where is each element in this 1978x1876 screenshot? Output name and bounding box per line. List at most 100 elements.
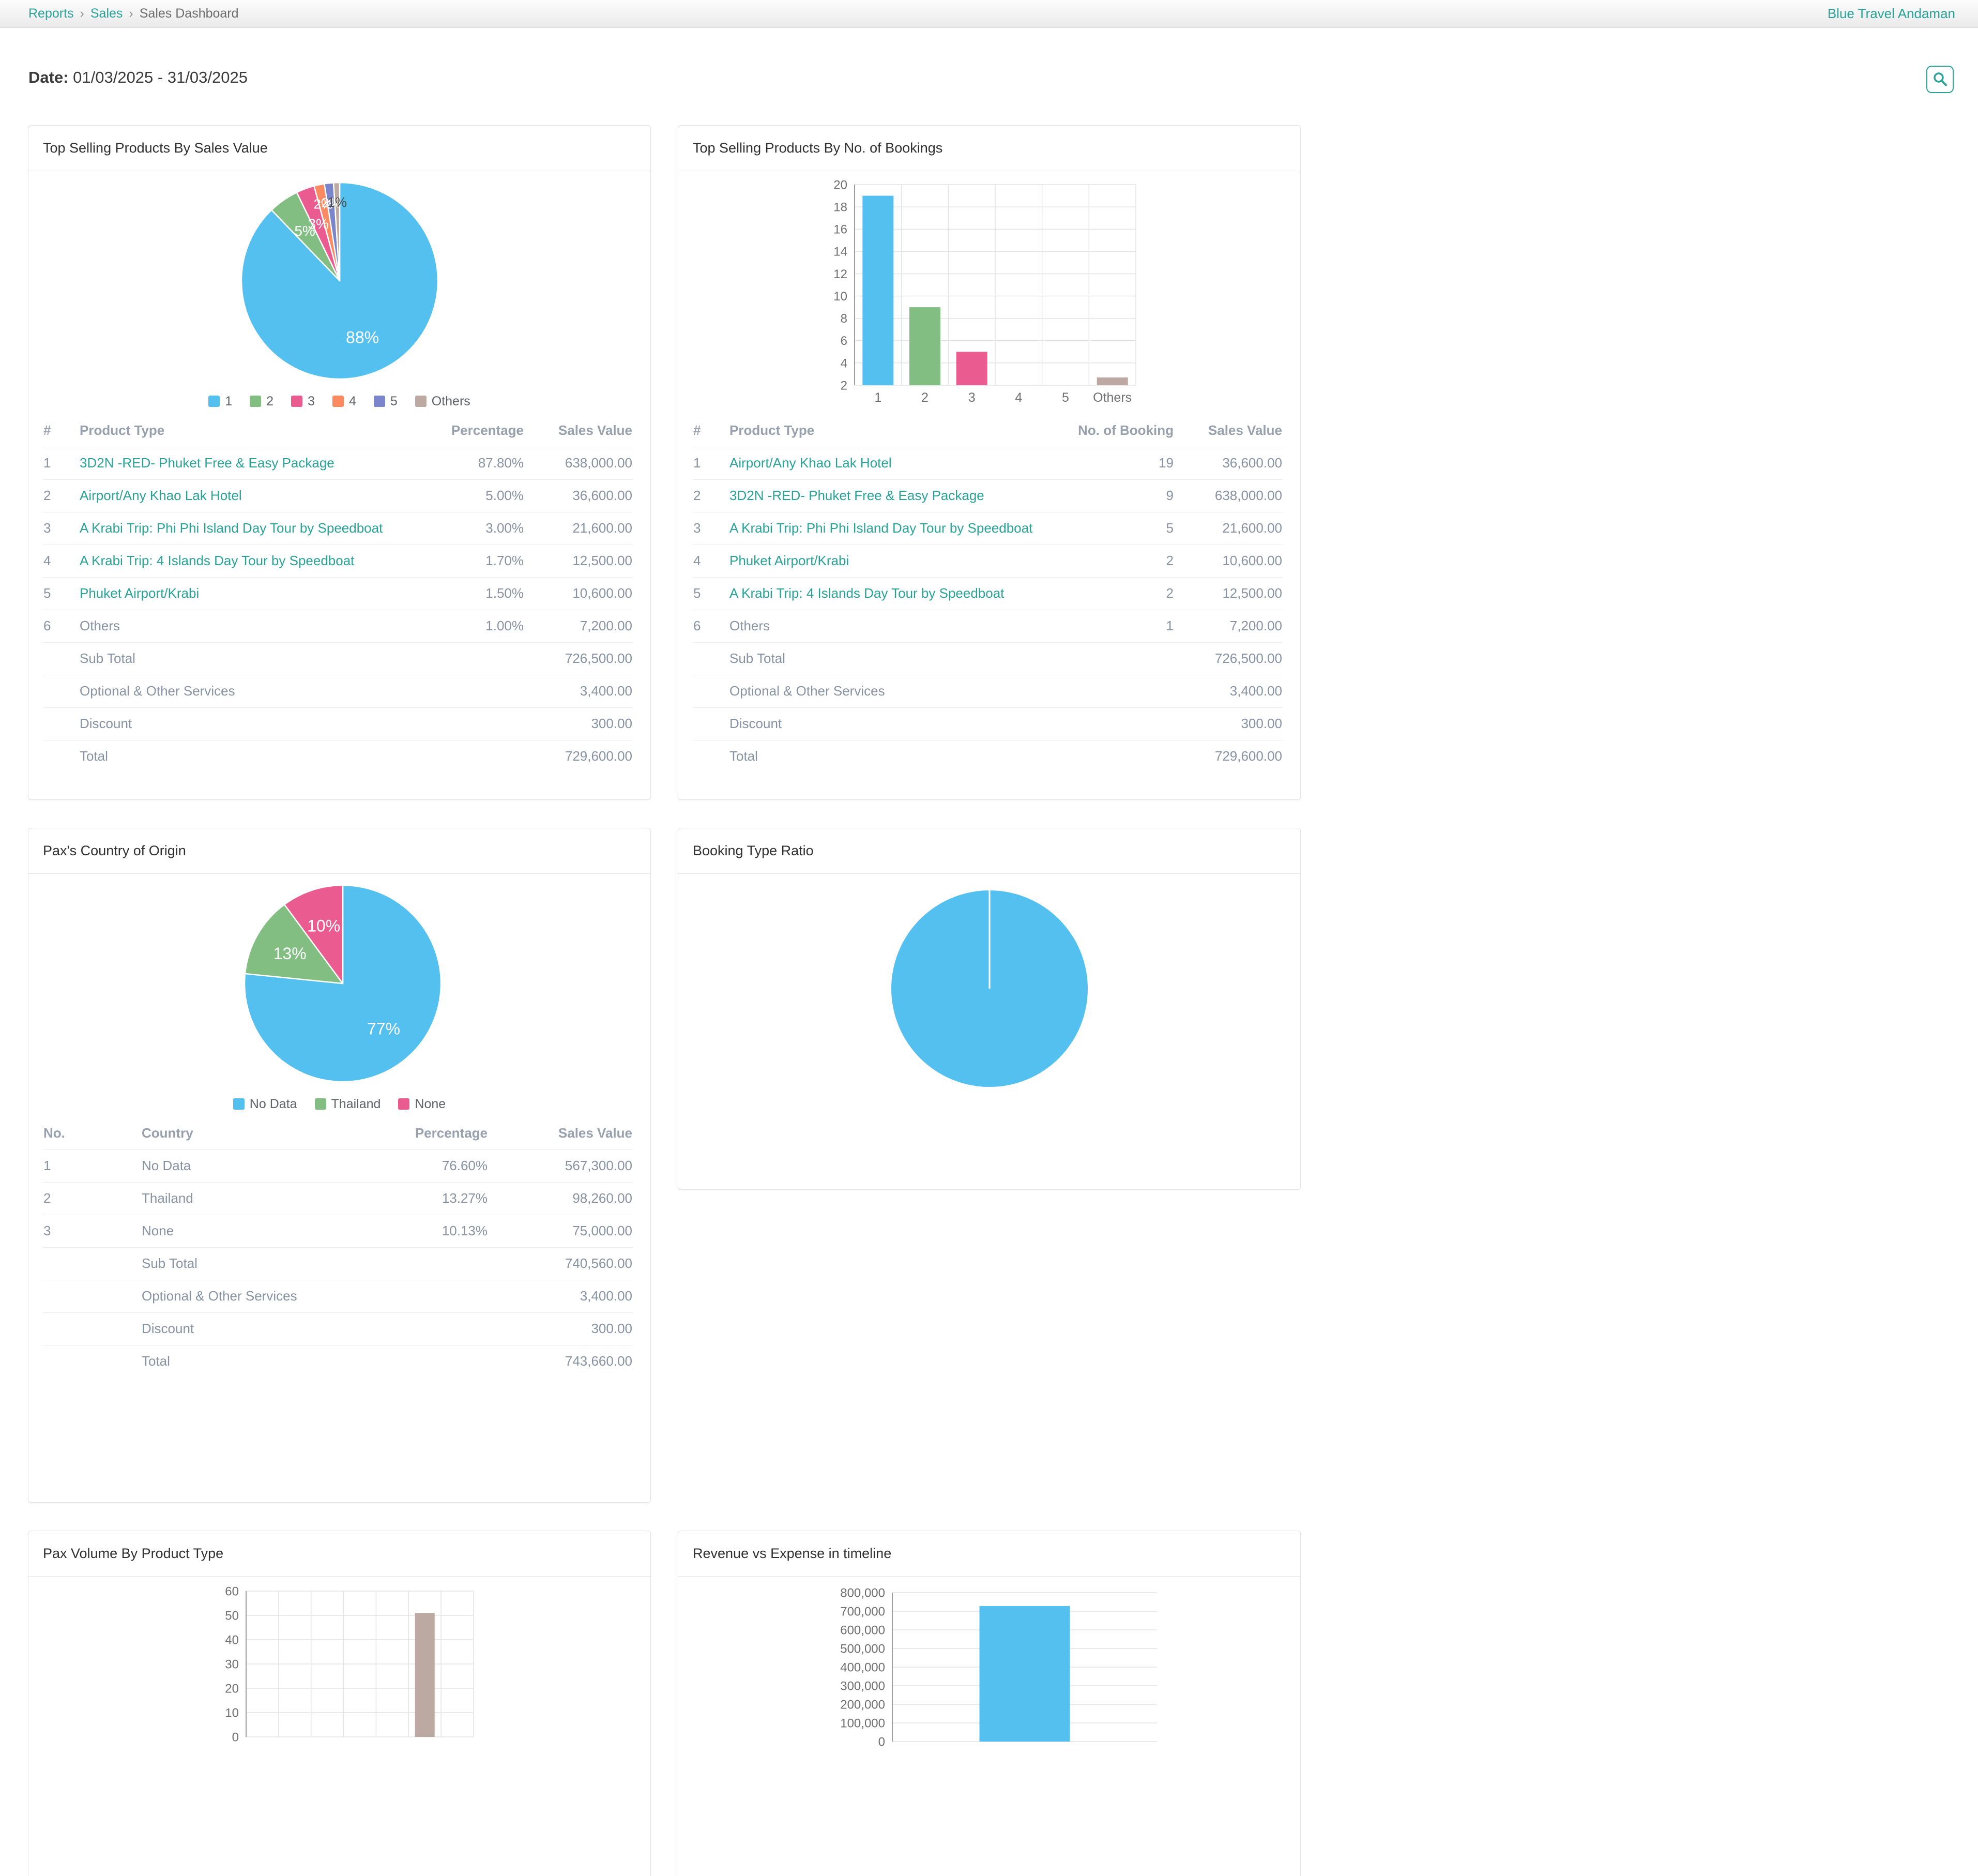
row-number <box>43 1312 141 1345</box>
sales-value-pie-area: 88% 5% 3% 2% 2% 1% 1 2 3 4 5 Others <box>28 171 650 414</box>
table-row: Discount 300.00 <box>43 707 633 740</box>
brand-link[interactable]: Blue Travel Andaman <box>1827 6 1955 21</box>
row-number <box>43 1247 141 1280</box>
legend-label: 1 <box>225 394 233 409</box>
product-name[interactable]: 3D2N -RED- Phuket Free & Easy Package <box>729 488 984 503</box>
svg-text:0: 0 <box>878 1735 885 1749</box>
product-name[interactable]: A Krabi Trip: Phi Phi Island Day Tour by… <box>729 520 1033 536</box>
row-number <box>693 707 729 740</box>
row-number <box>693 675 729 707</box>
table-row: 4 Phuket Airport/Krabi 2 10,600.00 <box>693 544 1283 577</box>
table-row: 6 Others 1.00% 7,200.00 <box>43 610 633 642</box>
svg-text:2: 2 <box>921 390 929 405</box>
product-name[interactable]: A Krabi Trip: 4 Islands Day Tour by Spee… <box>80 553 355 568</box>
dashboard-grid: Top Selling Products By Sales Value 88% 5… <box>0 125 1978 1876</box>
card-pax-country-of-origin: Pax's Country of Origin 77% 13% 10% No Dat… <box>28 828 651 1503</box>
legend-swatch <box>208 396 220 407</box>
svg-text:200,000: 200,000 <box>840 1698 885 1712</box>
pax-volume-bar-area: 0 10 20 30 40 50 60 <box>28 1577 650 1820</box>
booking-ratio-pie-chart <box>891 890 1088 1087</box>
table-row: Discount 300.00 <box>43 1312 633 1345</box>
table-row: 3 None 10.13% 75,000.00 <box>43 1215 633 1247</box>
card-pax-volume-by-product-type: Pax Volume By Product Type 0 10 20 30 40 50 60 <box>28 1531 651 1876</box>
card-revenue-vs-expense: Revenue vs Expense in timeline 0 100,000 2… <box>678 1531 1301 1876</box>
date-range: Date: 01/03/2025 - 31/03/2025 <box>28 68 1950 87</box>
row-number: 2 <box>43 488 51 503</box>
svg-text:2%: 2% <box>322 195 341 210</box>
date-value: 01/03/2025 - 31/03/2025 <box>73 68 248 86</box>
row-number <box>43 1280 141 1312</box>
row-sales-value: 7,200.00 <box>1229 618 1282 633</box>
row-bookings <box>1050 675 1174 707</box>
svg-text:500,000: 500,000 <box>840 1642 885 1656</box>
svg-text:2%: 2% <box>313 196 333 211</box>
pax-volume-bar-chart: 0 10 20 30 40 50 60 <box>225 1584 474 1744</box>
row-percentage <box>364 1345 488 1378</box>
legend-swatch <box>398 1098 410 1110</box>
table-row: Optional & Other Services 3,400.00 <box>693 675 1283 707</box>
product-name: Discount <box>80 716 132 731</box>
svg-text:400,000: 400,000 <box>840 1660 885 1674</box>
row-number: 3 <box>693 520 701 536</box>
row-number: 2 <box>693 488 701 503</box>
row-number: 6 <box>693 618 701 633</box>
table-row: 2 3D2N -RED- Phuket Free & Easy Package … <box>693 479 1283 512</box>
country-pie-area: 77% 13% 10% No Data Thailand None <box>28 874 650 1117</box>
row-sales-value: 98,260.00 <box>572 1190 632 1206</box>
row-number: 1 <box>693 455 701 471</box>
legend-label: 5 <box>390 394 398 409</box>
row-sales-value: 567,300.00 <box>565 1158 632 1173</box>
row-number: 4 <box>693 553 701 568</box>
table-row: 6 Others 1 7,200.00 <box>693 610 1283 642</box>
row-sales-value: 300.00 <box>591 716 632 731</box>
row-percentage: 1.50% <box>485 585 524 601</box>
table-row: 5 Phuket Airport/Krabi 1.50% 10,600.00 <box>43 577 633 610</box>
row-percentage <box>400 675 524 707</box>
card-booking-type-ratio: Booking Type Ratio <box>678 828 1301 1190</box>
table-row: Total 743,660.00 <box>43 1345 633 1378</box>
svg-text:20: 20 <box>833 178 847 192</box>
row-number: 3 <box>43 520 51 536</box>
country-name: Thailand <box>142 1190 193 1206</box>
product-name: Optional & Other Services <box>80 683 235 699</box>
row-sales-value: 729,600.00 <box>1214 748 1282 764</box>
row-bookings <box>1050 707 1174 740</box>
product-name[interactable]: A Krabi Trip: Phi Phi Island Day Tour by… <box>80 520 383 536</box>
booking-ratio-pie-area <box>678 874 1300 1117</box>
table-header-row: No. Country Percentage Sales Value <box>43 1125 632 1141</box>
sales-value-table: # Product Type Percentage Sales Value 1 … <box>43 414 633 773</box>
row-number: 5 <box>43 585 51 601</box>
svg-text:16: 16 <box>833 223 847 237</box>
row-sales-value: 300.00 <box>1241 716 1282 731</box>
breadcrumb-sales[interactable]: Sales <box>90 6 123 21</box>
row-bookings: 5 <box>1166 520 1174 536</box>
svg-text:77%: 77% <box>367 1020 400 1038</box>
table-row: Discount 300.00 <box>693 707 1283 740</box>
product-name[interactable]: Airport/Any Khao Lak Hotel <box>729 455 892 471</box>
product-name[interactable]: A Krabi Trip: 4 Islands Day Tour by Spee… <box>729 585 1005 601</box>
row-number <box>693 740 729 773</box>
row-sales-value: 729,600.00 <box>565 748 632 764</box>
svg-text:300,000: 300,000 <box>840 1679 885 1693</box>
svg-text:2: 2 <box>841 379 847 392</box>
breadcrumb-separator: › <box>129 6 133 21</box>
country-name: No Data <box>142 1158 191 1173</box>
product-name[interactable]: 3D2N -RED- Phuket Free & Easy Package <box>80 455 334 471</box>
row-number: 1 <box>43 455 51 471</box>
svg-text:Others: Others <box>1093 390 1132 405</box>
product-name[interactable]: Phuket Airport/Krabi <box>729 553 849 568</box>
product-name[interactable]: Phuket Airport/Krabi <box>80 585 200 601</box>
table-row: 4 A Krabi Trip: 4 Islands Day Tour by Sp… <box>43 544 633 577</box>
row-sales-value: 740,560.00 <box>565 1255 632 1271</box>
row-number: 4 <box>43 553 51 568</box>
row-number: 5 <box>693 585 701 601</box>
svg-text:1: 1 <box>874 390 881 405</box>
table-header-row: # Product Type Percentage Sales Value <box>43 422 632 438</box>
product-name: Sub Total <box>729 650 785 666</box>
search-button[interactable] <box>1926 66 1954 93</box>
breadcrumb-reports[interactable]: Reports <box>28 6 74 21</box>
legend-item: None <box>398 1097 446 1112</box>
product-name[interactable]: Airport/Any Khao Lak Hotel <box>80 488 242 503</box>
row-sales-value: 12,500.00 <box>1222 585 1282 601</box>
product-name: Total <box>80 748 108 764</box>
